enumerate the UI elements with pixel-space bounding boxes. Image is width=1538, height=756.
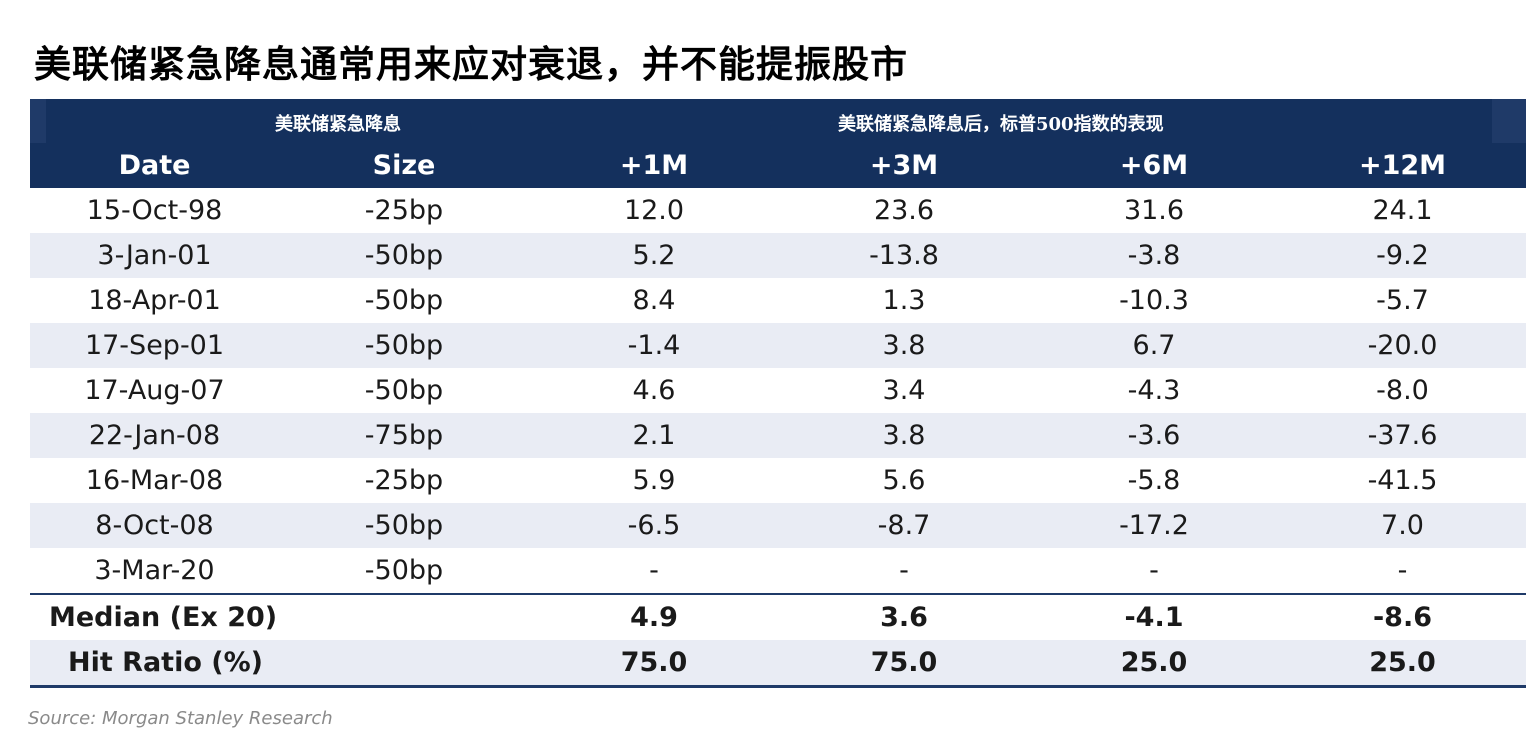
cell-date: 3-Mar-20 — [94, 555, 215, 586]
cell-1m: 8.4 — [632, 285, 676, 316]
cell-6m: -4.3 — [1127, 375, 1181, 406]
table-row: Median (Ex 20) 4.9 3.6 -4.1 -8.6 — [30, 595, 1526, 640]
header-group-row: 美联储紧急降息 美联储紧急降息后，标普500指数的表现 — [30, 99, 1526, 143]
column-header-1m: +1M — [619, 150, 689, 181]
cell-6m: 31.6 — [1123, 195, 1185, 226]
cell-date: 22-Jan-08 — [88, 420, 221, 451]
rate-cut-table: 美联储紧急降息 美联储紧急降息后，标普500指数的表现 Date Size +1… — [30, 99, 1526, 688]
column-header-date: Date — [118, 150, 191, 181]
cell-12m: 7.0 — [1381, 510, 1424, 541]
header-group-right: 美联储紧急降息后，标普500指数的表现 — [838, 114, 1164, 135]
summary-divider — [30, 593, 1526, 595]
cell-6m: -3.8 — [1127, 240, 1181, 271]
cell-size: -50bp — [364, 240, 444, 271]
cell-3m: 75.0 — [870, 647, 938, 678]
cell-1m: - — [649, 555, 659, 586]
cell-1m: 2.1 — [632, 420, 676, 451]
cell-6m: 6.7 — [1132, 330, 1176, 361]
cell-12m: -9.2 — [1376, 240, 1429, 271]
cell-size: -25bp — [364, 195, 444, 226]
table-bottom-rule — [30, 685, 1526, 688]
page-title: 美联储紧急降息通常用来应对衰退，并不能提振股市 — [34, 42, 908, 86]
cell-1m: 12.0 — [623, 195, 685, 226]
cell-6m: -17.2 — [1119, 510, 1189, 541]
cell-6m: -3.6 — [1127, 420, 1181, 451]
cell-1m: -1.4 — [627, 330, 681, 361]
table-row: 17-Aug-07 -50bp 4.6 3.4 -4.3 -8.0 — [30, 368, 1526, 413]
cell-12m: - — [1397, 555, 1408, 586]
cell-12m: 25.0 — [1369, 647, 1436, 678]
cell-1m: 5.2 — [632, 240, 676, 271]
cell-date: 16-Mar-08 — [85, 465, 224, 496]
cell-12m: -8.6 — [1372, 602, 1433, 633]
cell-size: -75bp — [364, 420, 444, 451]
cell-3m: - — [899, 555, 909, 586]
source-note: Source: Morgan Stanley Research — [28, 708, 333, 729]
cell-12m: -37.6 — [1367, 420, 1438, 451]
cell-date: 17-Aug-07 — [84, 375, 225, 406]
cell-date: Median (Ex 20) — [49, 602, 278, 633]
cell-3m: 3.6 — [880, 602, 928, 633]
table-row: 17-Sep-01 -50bp -1.4 3.8 6.7 -20.0 — [30, 323, 1526, 368]
table-summary: Median (Ex 20) 4.9 3.6 -4.1 -8.6 Hit Ratio (%… — [30, 595, 1526, 685]
cell-size: -50bp — [364, 330, 444, 361]
cell-size: -50bp — [364, 510, 444, 541]
cell-12m: -20.0 — [1367, 330, 1438, 361]
cell-12m: -8.0 — [1376, 375, 1429, 406]
table-row: 15-Oct-98 -25bp 12.0 23.6 31.6 24.1 — [30, 188, 1526, 233]
cell-date: 8-Oct-08 — [95, 510, 214, 541]
cell-size: -25bp — [364, 465, 444, 496]
column-header-size: Size — [372, 150, 436, 181]
table-row: 3-Jan-01 -50bp 5.2 -13.8 -3.8 -9.2 — [30, 233, 1526, 278]
cell-1m: 4.9 — [630, 602, 678, 633]
cell-6m: - — [1149, 555, 1159, 586]
cell-3m: 5.6 — [882, 465, 926, 496]
column-header-3m: +3M — [869, 150, 939, 181]
cell-date: 17-Sep-01 — [84, 330, 225, 361]
cell-date: Hit Ratio (%) — [68, 647, 264, 678]
cell-3m: -13.8 — [869, 240, 939, 271]
column-header-12m: +12M — [1358, 150, 1447, 181]
table-row: 22-Jan-08 -75bp 2.1 3.8 -3.6 -37.6 — [30, 413, 1526, 458]
header-group-left: 美联储紧急降息 — [275, 114, 401, 135]
column-header-6m: +6M — [1119, 150, 1189, 181]
cell-size: -50bp — [364, 375, 444, 406]
cell-6m: 25.0 — [1120, 647, 1188, 678]
table-row: 8-Oct-08 -50bp -6.5 -8.7 -17.2 7.0 — [30, 503, 1526, 548]
cell-size: -50bp — [364, 555, 444, 586]
table-row: Hit Ratio (%) 75.0 75.0 25.0 25.0 — [30, 640, 1526, 685]
cell-3m: 3.8 — [882, 330, 926, 361]
cell-6m: -10.3 — [1119, 285, 1189, 316]
table-row: 18-Apr-01 -50bp 8.4 1.3 -10.3 -5.7 — [30, 278, 1526, 323]
cell-6m: -4.1 — [1124, 602, 1184, 633]
cell-1m: 75.0 — [620, 647, 688, 678]
cell-6m: -5.8 — [1127, 465, 1181, 496]
header-group-band — [46, 99, 1492, 143]
cell-1m: -6.5 — [627, 510, 681, 541]
cell-12m: 24.1 — [1372, 195, 1433, 226]
table-row: 3-Mar-20 -50bp - - - - — [30, 548, 1526, 593]
cell-date: 3-Jan-01 — [97, 240, 212, 271]
cell-3m: 3.8 — [882, 420, 926, 451]
cell-3m: 23.6 — [873, 195, 935, 226]
cell-3m: 1.3 — [882, 285, 926, 316]
cell-12m: -41.5 — [1367, 465, 1438, 496]
column-header-row: Date Size +1M +3M +6M +12M — [30, 143, 1526, 188]
table-body: 15-Oct-98 -25bp 12.0 23.6 31.6 24.1 3-Jan-01 -5… — [30, 188, 1526, 593]
table-row: 16-Mar-08 -25bp 5.9 5.6 -5.8 -41.5 — [30, 458, 1526, 503]
cell-3m: -8.7 — [877, 510, 931, 541]
cell-12m: -5.7 — [1376, 285, 1429, 316]
cell-1m: 5.9 — [632, 465, 676, 496]
cell-date: 18-Apr-01 — [88, 285, 221, 316]
cell-1m: 4.6 — [632, 375, 676, 406]
cell-3m: 3.4 — [882, 375, 926, 406]
cell-date: 15-Oct-98 — [86, 195, 223, 226]
cell-size: -50bp — [364, 285, 444, 316]
